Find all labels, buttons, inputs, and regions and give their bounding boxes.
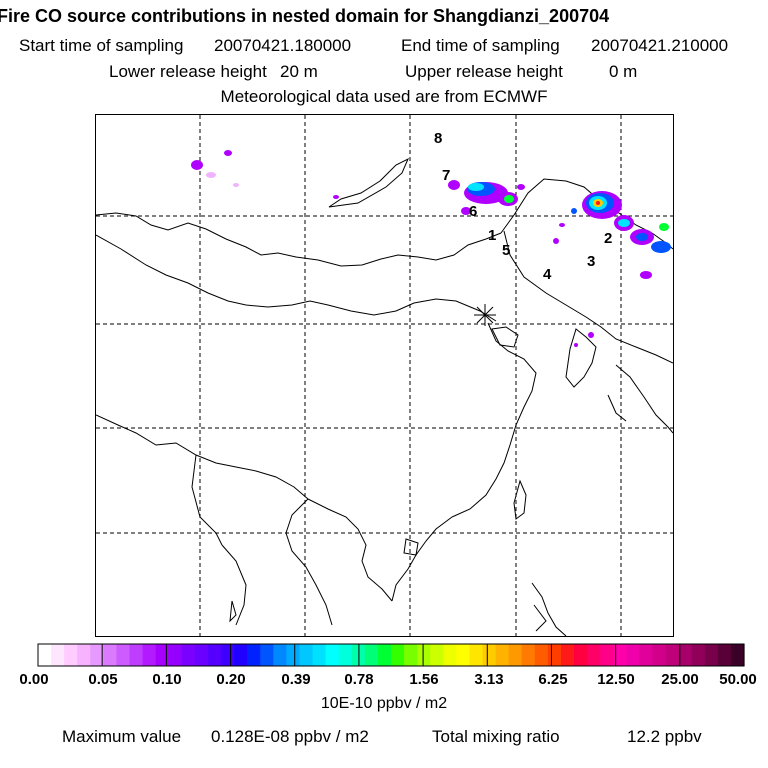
color-scale-swatch — [574, 644, 588, 666]
color-scale-swatch — [417, 644, 431, 666]
color-scale-swatch — [547, 644, 562, 666]
color-scale-border — [37, 643, 745, 667]
color-scale-swatch — [600, 644, 614, 666]
color-scale-swatch — [364, 644, 379, 666]
color-scale-swatch — [103, 644, 118, 666]
color-scale-swatch — [430, 644, 444, 666]
color-scale — [37, 643, 745, 667]
color-scale-swatch — [90, 644, 104, 666]
tick-label-2: 0.10 — [152, 671, 182, 688]
color-scale-swatch — [377, 644, 392, 666]
color-scale-swatch — [456, 644, 471, 666]
upper-release-value: 0 m — [609, 62, 638, 81]
lower-release-value: 20 m — [280, 62, 318, 81]
color-scale-swatch — [613, 644, 627, 666]
color-scale-swatch — [391, 644, 405, 666]
color-scale-swatch — [260, 644, 274, 666]
color-scale-swatch — [234, 644, 248, 666]
plume-cluster-center-north — [333, 180, 525, 215]
tick-label-9: 12.50 — [597, 671, 635, 688]
max-value: 0.128E-08 ppbv / m2 — [211, 727, 369, 746]
unit-label: 10E-10 ppbv / m2 — [320, 695, 448, 712]
color-scale-swatch — [704, 644, 719, 666]
asterisk-icon — [474, 304, 496, 326]
color-scale-swatch — [495, 644, 510, 666]
map-drawing — [96, 115, 673, 636]
page-title: Fire CO source contributions in nested d… — [0, 6, 610, 26]
color-scale-swatch — [207, 644, 222, 666]
color-scale-swatch — [273, 644, 287, 666]
color-scale-swatch — [312, 644, 327, 666]
color-scale-swatch — [221, 644, 235, 666]
color-scale-swatch — [678, 644, 693, 666]
total-mixing-value: 12.2 ppbv — [627, 727, 702, 746]
color-scale-swatch — [299, 644, 314, 666]
region-label-1: 1 — [488, 227, 497, 244]
color-scale-swatch — [665, 644, 680, 666]
color-scale-swatch — [404, 644, 418, 666]
color-scale-swatch — [691, 644, 706, 666]
color-scale-swatch — [116, 644, 131, 666]
color-scale-swatch — [181, 644, 196, 666]
color-scale-swatch — [325, 644, 340, 666]
tick-label-0: 0.00 — [19, 671, 49, 688]
tick-label-7: 3.13 — [474, 671, 504, 688]
color-scale-swatch — [717, 644, 732, 666]
tick-label-4: 0.39 — [281, 671, 311, 688]
color-scale-swatch — [155, 644, 170, 666]
color-scale-swatch — [168, 644, 183, 666]
color-scale-swatch — [286, 644, 301, 666]
plume-cluster-northeast — [553, 191, 671, 347]
graticule — [96, 115, 673, 636]
boundaries — [96, 157, 673, 636]
color-scale-swatch — [508, 644, 523, 666]
tick-label-11: 50.00 — [719, 671, 757, 688]
tick-label-8: 6.25 — [538, 671, 568, 688]
tick-label-10: 25.00 — [661, 671, 699, 688]
start-sampling-value: 20070421.180000 — [214, 36, 352, 55]
region-label-6: 6 — [469, 203, 478, 220]
upper-release-label: Upper release height — [405, 62, 563, 81]
color-scale-swatch — [247, 644, 261, 666]
region-label-7: 7 — [442, 167, 451, 184]
color-scale-swatch — [469, 644, 484, 666]
color-scale-swatch — [652, 644, 667, 666]
color-scale-swatch — [64, 644, 78, 666]
meteo-note: Meteorological data used are from ECMWF — [220, 87, 548, 106]
start-sampling-label: Start time of sampling — [19, 36, 184, 55]
color-scale-swatch — [587, 644, 601, 666]
region-label-2: 2 — [604, 230, 613, 247]
color-scale-swatch — [521, 644, 536, 666]
color-scale-swatch — [626, 644, 640, 666]
tick-label-6: 1.56 — [409, 671, 439, 688]
color-scale-swatch — [482, 644, 497, 666]
tick-label-5: 0.78 — [344, 671, 374, 688]
color-scale-swatch — [730, 644, 745, 666]
region-label-4: 4 — [543, 266, 552, 283]
total-mixing-label: Total mixing ratio — [432, 727, 560, 746]
color-scale-swatch — [560, 644, 575, 666]
lower-release-label: Lower release height — [109, 62, 267, 81]
color-scale-swatch — [443, 644, 457, 666]
region-label-3: 3 — [587, 253, 596, 270]
color-scale-swatch — [129, 644, 144, 666]
end-sampling-label: End time of sampling — [401, 36, 560, 55]
color-scale-swatch — [639, 644, 654, 666]
color-scale-swatch — [38, 644, 52, 666]
tick-label-3: 0.20 — [216, 671, 246, 688]
map-panel: 1 2 3 4 5 6 7 8 — [95, 114, 674, 637]
max-value-label: Maximum value — [62, 727, 182, 746]
color-scale-swatch — [194, 644, 209, 666]
color-scale-swatch — [51, 644, 65, 666]
tick-label-1: 0.05 — [88, 671, 118, 688]
color-scale-swatch — [77, 644, 91, 666]
color-scale-swatch — [338, 644, 353, 666]
color-scale-swatch — [534, 644, 549, 666]
color-scale-swatch — [142, 644, 157, 666]
region-label-8: 8 — [434, 130, 443, 147]
plume-cluster-northwest — [191, 150, 239, 187]
end-sampling-value: 20070421.210000 — [591, 36, 729, 55]
region-label-5: 5 — [502, 242, 511, 259]
